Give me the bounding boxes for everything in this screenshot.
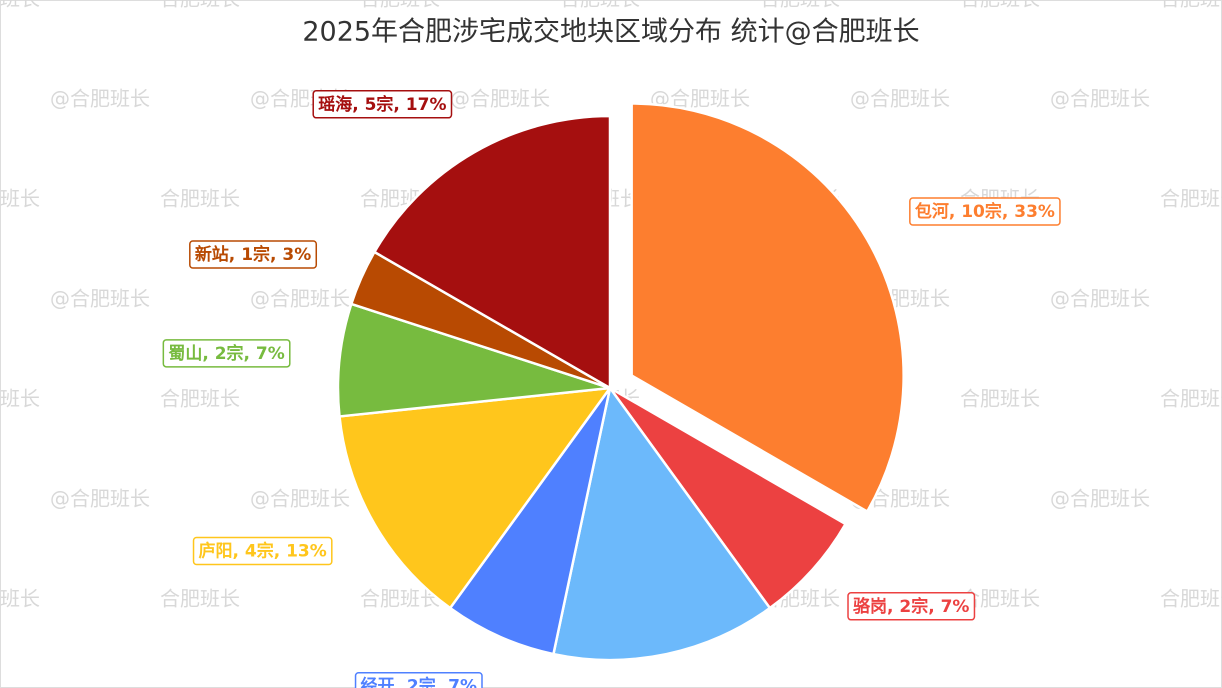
data-label: 新站, 1宗, 3% <box>189 240 318 269</box>
watermark: @合肥班长 <box>1050 487 1150 511</box>
watermark: 合肥班长 <box>960 0 1040 11</box>
pie-slice <box>338 386 613 610</box>
label-box <box>909 197 1061 226</box>
label-box <box>192 536 333 566</box>
watermark: @合肥班长 <box>850 87 950 111</box>
label-box <box>162 339 291 368</box>
label-text: 新站, 1宗, 3% <box>195 244 311 265</box>
label-text: 蜀山, 2宗, 7% <box>168 343 284 364</box>
watermark: 合肥班长 <box>0 0 40 11</box>
label-text: 骆岗, 2宗, 7% <box>853 596 969 617</box>
label-box <box>189 240 318 269</box>
watermark: 合肥班长 <box>160 0 240 11</box>
data-label: 蜀山, 2宗, 7% <box>162 339 291 368</box>
watermark: @合肥班长 <box>50 287 150 311</box>
watermark: 合肥班长 <box>1160 187 1222 211</box>
watermark: 合肥班长 <box>560 0 640 11</box>
label-box <box>312 90 453 119</box>
watermark: @合肥班长 <box>50 487 150 511</box>
watermark: 合肥班长 <box>360 0 440 11</box>
data-label: 骆岗, 2宗, 7% <box>847 592 976 621</box>
label-text: 经开, 2宗, 7% <box>361 676 477 688</box>
watermark: 合肥班长 <box>0 187 40 211</box>
pie-slice <box>336 302 611 418</box>
pie-slice <box>448 387 612 656</box>
watermark: 合肥班长 <box>0 387 40 411</box>
data-label: 庐阳, 4宗, 13% <box>192 536 333 566</box>
pie <box>336 102 905 662</box>
watermark: 合肥班长 <box>960 387 1040 411</box>
watermark: 合肥班长 <box>1160 0 1222 11</box>
pie-slice <box>372 114 612 391</box>
data-label: 经开, 2宗, 7% <box>354 671 483 688</box>
chart-title: 2025年合肥涉宅成交地块区域分布 统计@合肥班长 <box>302 17 919 48</box>
label-text: 庐阳, 4宗, 13% <box>199 541 327 562</box>
watermark: 合肥班长 <box>1160 387 1222 411</box>
pie-slice <box>630 102 905 514</box>
watermark: 合肥班长 <box>160 587 240 611</box>
watermark: @合肥班长 <box>250 287 350 311</box>
label-text: 包河, 10宗, 33% <box>915 201 1055 222</box>
watermark: 合肥班长 <box>760 0 840 11</box>
watermark: @合肥班长 <box>1050 287 1150 311</box>
watermark: 合肥班长 <box>1160 587 1222 611</box>
label-box <box>847 592 976 621</box>
watermark: 合肥班长 <box>160 187 240 211</box>
label-text: 瑶海, 5宗, 17% <box>318 94 446 115</box>
pie-slice <box>608 386 848 610</box>
watermark: @合肥班长 <box>1050 87 1150 111</box>
watermark: @合肥班长 <box>250 487 350 511</box>
pie-slice <box>551 384 772 662</box>
watermark: 合肥班长 <box>0 587 40 611</box>
data-label: 包河, 10宗, 33% <box>909 197 1061 226</box>
data-label: 瑶海, 5宗, 17% <box>312 90 453 119</box>
watermark: @合肥班长 <box>50 87 150 111</box>
watermark: @合肥班长 <box>450 87 550 111</box>
label-box <box>354 671 483 688</box>
watermark: 合肥班长 <box>160 387 240 411</box>
labels: 包河, 10宗, 33%骆岗, 2宗, 7%高新, 4宗, 13%经开, 2宗,… <box>162 90 1061 688</box>
